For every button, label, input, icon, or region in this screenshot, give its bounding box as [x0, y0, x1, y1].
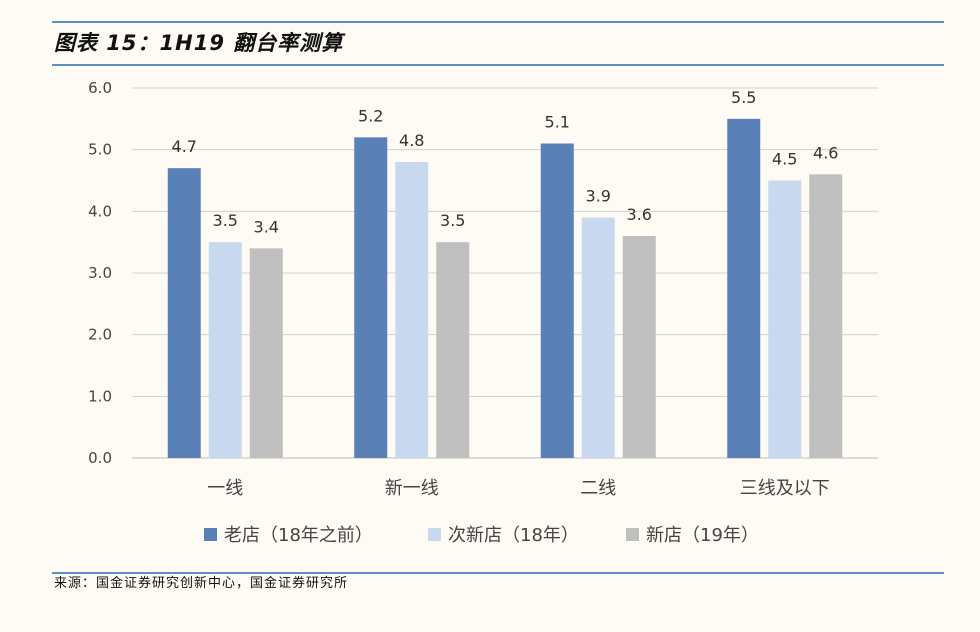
- y-tick-label: 0.0: [88, 449, 112, 467]
- figure-title: 图表 15：1H19 翻台率测算: [54, 31, 344, 55]
- x-category-label: 二线: [580, 478, 616, 499]
- data-label: 4.7: [172, 137, 197, 156]
- y-tick-label: 5.0: [88, 141, 112, 159]
- bar: [727, 118, 761, 458]
- y-tick-label: 4.0: [88, 202, 112, 220]
- bar: [249, 248, 283, 458]
- x-category-label: 新一线: [385, 478, 439, 499]
- top-rule: [52, 21, 944, 23]
- data-label: 4.6: [813, 143, 838, 162]
- legend-label: 老店（18年之前）: [224, 525, 373, 546]
- bar: [581, 217, 615, 458]
- y-tick-label: 2.0: [88, 326, 112, 344]
- y-tick-label: 1.0: [88, 387, 112, 405]
- data-label: 4.5: [772, 150, 797, 169]
- bar: [768, 180, 802, 458]
- data-label: 5.5: [731, 88, 756, 107]
- data-label: 3.9: [586, 187, 611, 206]
- bar: [809, 174, 843, 459]
- data-label: 3.5: [213, 211, 238, 230]
- legend-label: 新店（19年）: [646, 525, 759, 546]
- bar: [208, 242, 242, 458]
- data-label: 3.4: [254, 217, 279, 236]
- bar: [622, 236, 656, 458]
- bottom-rule: [52, 572, 944, 574]
- data-label: 3.6: [627, 205, 652, 224]
- y-tick-label: 6.0: [88, 79, 112, 97]
- legend-swatch: [428, 528, 441, 541]
- data-label: 4.8: [399, 131, 424, 150]
- data-label: 3.5: [440, 211, 465, 230]
- source-note: 来源：国金证券研究创新中心，国金证券研究所: [54, 576, 349, 591]
- bar: [436, 242, 470, 458]
- bar: [540, 143, 574, 458]
- x-category-label: 三线及以下: [740, 478, 830, 499]
- y-tick-label: 3.0: [88, 264, 112, 282]
- title-underline: [52, 64, 944, 66]
- data-label: 5.2: [358, 106, 383, 125]
- data-label: 5.1: [545, 113, 570, 132]
- bar: [395, 162, 429, 458]
- legend-swatch: [204, 528, 217, 541]
- bar: [167, 168, 201, 458]
- x-category-label: 一线: [207, 478, 243, 499]
- bar: [354, 137, 388, 459]
- legend-label: 次新店（18年）: [448, 525, 579, 546]
- legend-swatch: [626, 528, 639, 541]
